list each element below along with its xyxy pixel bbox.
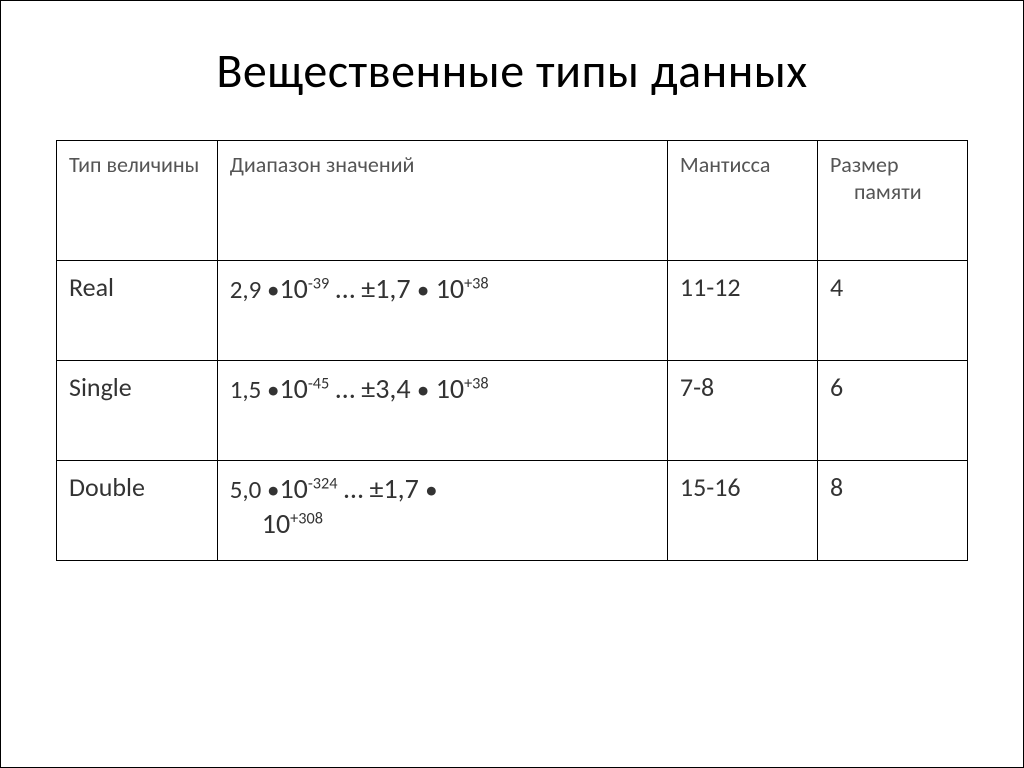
page-title: Вещественные типы данных bbox=[56, 41, 968, 100]
cell-type: Real bbox=[57, 261, 218, 361]
range-a-exp: -39 bbox=[308, 275, 329, 294]
col-header-mantissa: Мантисса bbox=[667, 141, 817, 261]
table-row: Single 1,5 •10-45 … ±3,4 • 10+38 7-8 6 bbox=[57, 361, 968, 461]
bullet-icon: • bbox=[425, 474, 437, 505]
cell-range: 1,5 •10-45 … ±3,4 • 10+38 bbox=[217, 361, 667, 461]
bullet-icon: • bbox=[417, 274, 429, 305]
range-a-exp: -324 bbox=[308, 475, 338, 494]
range-b-exp: +308 bbox=[290, 510, 323, 529]
range-b-exp: +38 bbox=[464, 375, 489, 394]
cell-type: Single bbox=[57, 361, 218, 461]
cell-mantissa: 11-12 bbox=[667, 261, 817, 361]
bullet-icon: • bbox=[267, 274, 279, 305]
col-header-type: Тип величины bbox=[57, 141, 218, 261]
table-row: Real 2,9 •10-39 … ±1,7 • 10+38 11-12 4 bbox=[57, 261, 968, 361]
range-mid: … ±1,7 bbox=[329, 271, 417, 306]
range-mid: … ±3,4 bbox=[329, 371, 417, 406]
range-second-line: 10+308 bbox=[230, 506, 655, 541]
bullet-icon: • bbox=[267, 474, 279, 505]
range-a-coef: 2,9 bbox=[230, 274, 267, 305]
range-a-coef: 5,0 bbox=[230, 474, 267, 505]
range-a-base: 10 bbox=[279, 471, 307, 506]
cell-mantissa: 7-8 bbox=[667, 361, 817, 461]
cell-type: Double bbox=[57, 461, 218, 561]
range-a-base: 10 bbox=[279, 371, 307, 406]
cell-memory: 4 bbox=[817, 261, 967, 361]
range-a-base: 10 bbox=[279, 271, 307, 306]
bullet-icon: • bbox=[267, 374, 279, 405]
range-a-coef: 1,5 bbox=[230, 374, 267, 405]
cell-memory: 6 bbox=[817, 361, 967, 461]
col-header-memory: Размер памяти bbox=[817, 141, 967, 261]
cell-range: 2,9 •10-39 … ±1,7 • 10+38 bbox=[217, 261, 667, 361]
memory-label-line1: Размер bbox=[830, 151, 899, 178]
range-a-exp: -45 bbox=[308, 375, 329, 394]
bullet-icon: • bbox=[417, 374, 429, 405]
cell-range: 5,0 •10-324 … ±1,7 • 10+308 bbox=[217, 461, 667, 561]
range-b-exp: +38 bbox=[464, 275, 489, 294]
col-header-range: Диапазон значений bbox=[217, 141, 667, 261]
range-b-base: 10 bbox=[429, 271, 464, 306]
cell-mantissa: 15-16 bbox=[667, 461, 817, 561]
cell-memory: 8 bbox=[817, 461, 967, 561]
table-row: Double 5,0 •10-324 … ±1,7 • 10+308 15-16… bbox=[57, 461, 968, 561]
data-types-table: Тип величины Диапазон значений Мантисса … bbox=[56, 140, 968, 561]
memory-label-line2: памяти bbox=[830, 178, 955, 205]
table-header-row: Тип величины Диапазон значений Мантисса … bbox=[57, 141, 968, 261]
range-b-base: 10 bbox=[262, 506, 290, 541]
range-mid: … ±1,7 bbox=[338, 471, 426, 506]
range-b-base: 10 bbox=[429, 371, 464, 406]
